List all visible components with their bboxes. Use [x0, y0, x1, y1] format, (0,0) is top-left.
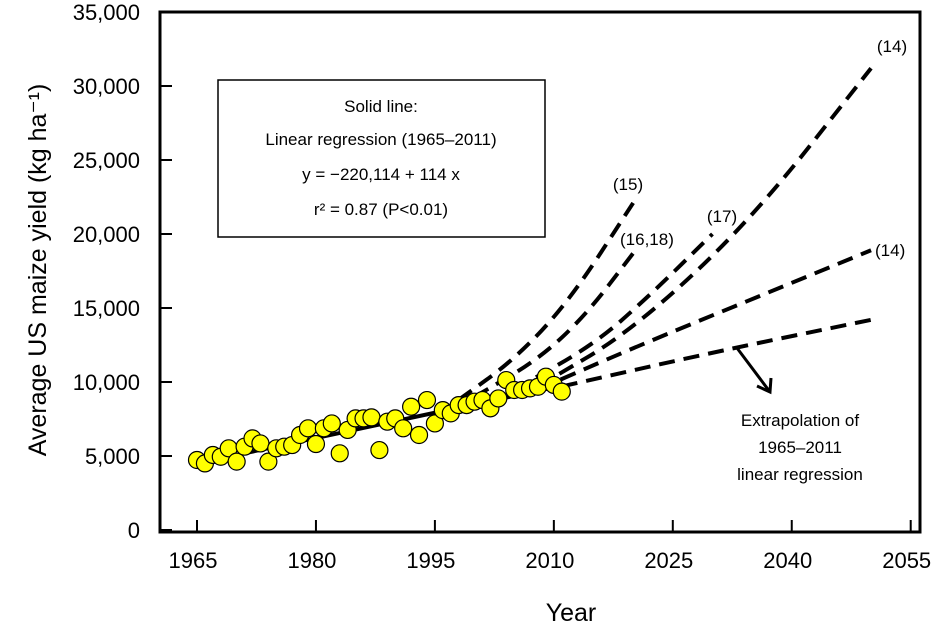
projection-line — [473, 252, 635, 399]
plot-frame — [158, 10, 922, 534]
data-point — [306, 434, 326, 454]
x-tick-label: 2025 — [644, 548, 693, 573]
y-tick-label: 15,000 — [73, 296, 140, 321]
data-point — [227, 452, 246, 471]
data-point — [402, 397, 421, 416]
y-tick-label: 35,000 — [73, 0, 140, 25]
projection-label: (16,18) — [620, 230, 674, 249]
annotation-line-3: linear regression — [737, 465, 863, 484]
data-point — [409, 425, 429, 445]
data-point — [298, 419, 318, 438]
y-tick-label: 10,000 — [73, 370, 140, 395]
data-point — [489, 389, 508, 408]
data-point — [330, 444, 349, 463]
projection-line — [561, 317, 872, 389]
data-point — [394, 419, 413, 438]
x-axis-label: Year — [546, 599, 597, 627]
legend-line-1: Solid line: — [344, 97, 418, 116]
projection-label: (17) — [707, 207, 737, 226]
data-point — [417, 390, 437, 410]
arrow-icon — [735, 347, 773, 395]
projection-label: (15) — [613, 175, 643, 194]
data-point — [322, 414, 341, 433]
y-tick-label: 20,000 — [73, 222, 140, 247]
data-point — [425, 414, 444, 433]
projection-line — [536, 67, 873, 389]
legend-line-3: y = −220,114 + 114 x — [302, 165, 460, 184]
legend-line-4: r² = 0.87 (P<0.01) — [314, 200, 448, 219]
x-tick-label: 2040 — [763, 548, 812, 573]
x-tick-label: 1995 — [406, 548, 455, 573]
legend-box: Solid line: Linear regression (1965–2011… — [217, 79, 546, 238]
y-tick-label: 5,000 — [85, 444, 140, 469]
projection-label: (14) — [877, 37, 907, 56]
x-tick-label: 2010 — [525, 548, 574, 573]
data-point — [259, 452, 278, 471]
data-point — [370, 440, 389, 460]
y-axis-label: Average US maize yield (kg ha⁻¹) — [24, 84, 52, 457]
data-point — [251, 434, 270, 453]
x-tick-label: 2055 — [882, 548, 931, 573]
projection-line — [513, 232, 714, 392]
x-tick-label: 1965 — [169, 548, 218, 573]
y-tick-label: 25,000 — [73, 148, 140, 173]
y-tick-label: 30,000 — [73, 74, 140, 99]
projection-label: (14) — [875, 241, 905, 260]
legend-line-2: Linear regression (1965–2011) — [265, 130, 496, 149]
x-tick-label: 1980 — [287, 548, 336, 573]
projection-line — [457, 201, 635, 402]
annotation-line-2: 1965–2011 — [758, 438, 842, 457]
data-point — [362, 408, 381, 427]
projection-line — [537, 248, 872, 392]
extrapolation-annotation: Extrapolation of 1965–2011 linear regres… — [735, 347, 863, 484]
data-point — [552, 382, 571, 401]
y-tick-label: 0 — [128, 518, 140, 543]
annotation-line-1: Extrapolation of — [741, 411, 859, 430]
